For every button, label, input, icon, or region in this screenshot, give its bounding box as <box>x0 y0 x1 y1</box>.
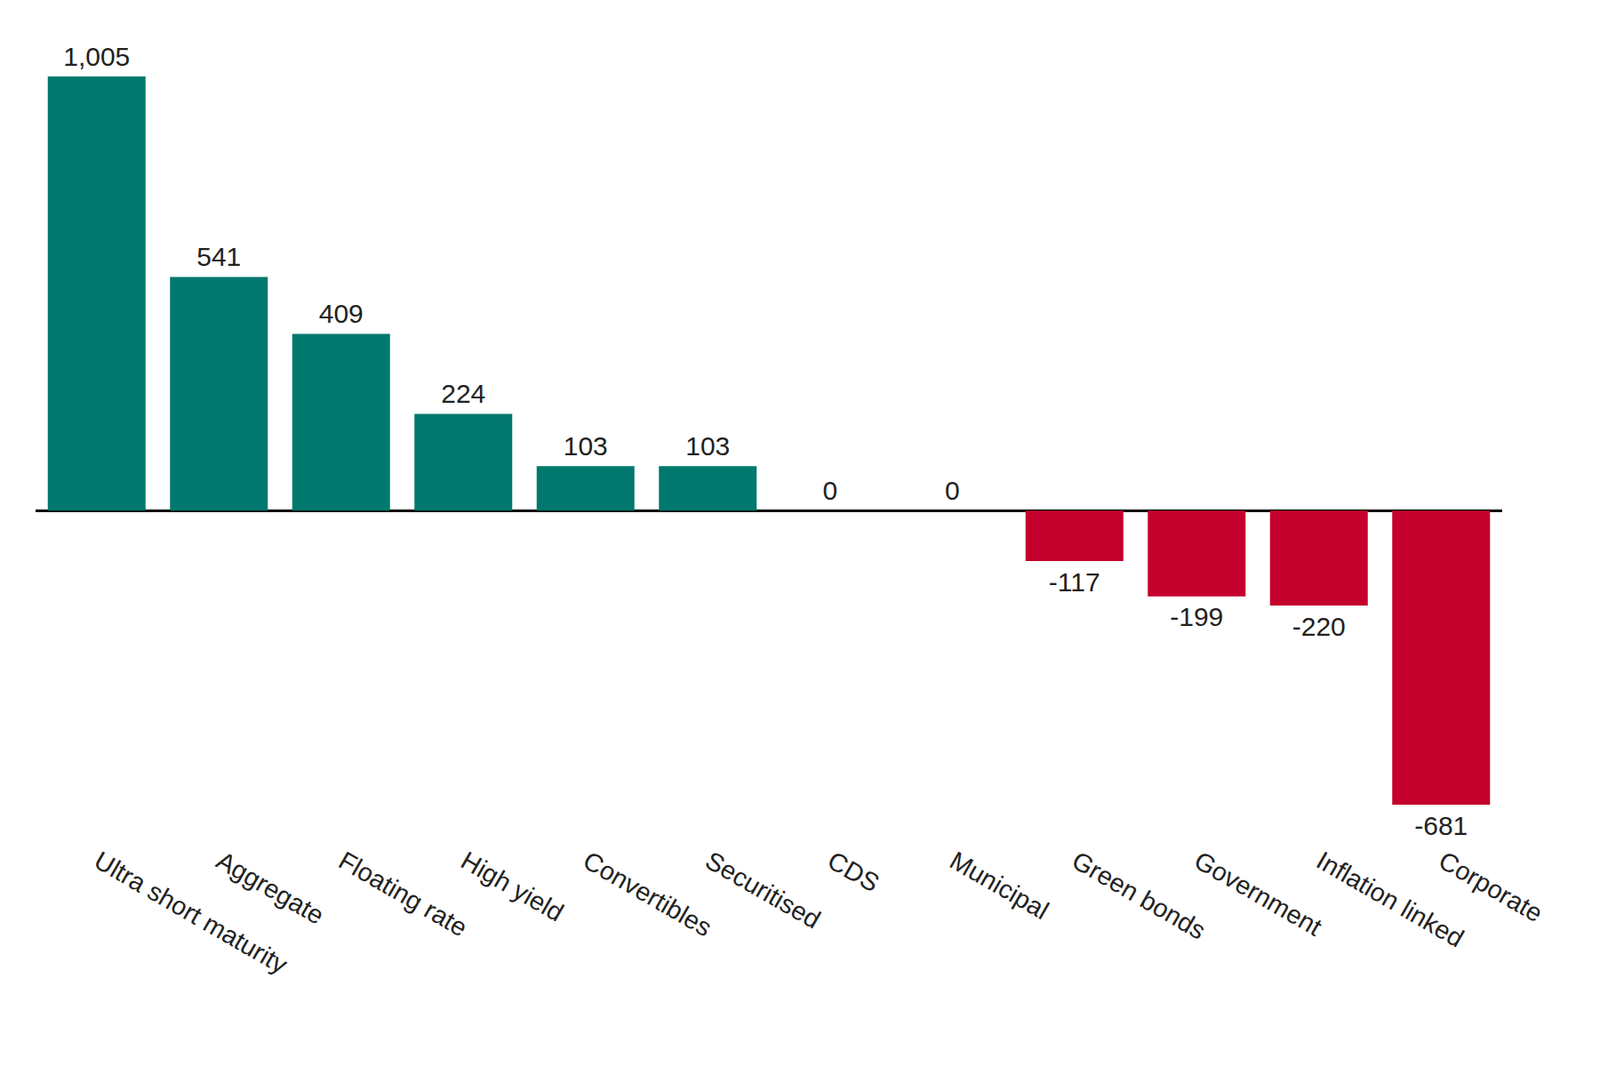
svg-text:224: 224 <box>440 378 486 408</box>
svg-text:CDS: CDS <box>823 845 885 897</box>
svg-text:-199: -199 <box>1169 601 1224 632</box>
svg-text:Ultra short maturity: Ultra short maturity <box>89 845 293 979</box>
svg-text:103: 103 <box>563 431 608 461</box>
svg-text:Corporate: Corporate <box>1433 845 1548 928</box>
svg-text:-220: -220 <box>1292 611 1346 641</box>
svg-text:541: 541 <box>196 241 241 272</box>
svg-text:1,005: 1,005 <box>63 41 130 72</box>
svg-text:Aggregate: Aggregate <box>211 845 329 930</box>
svg-text:0: 0 <box>822 475 838 505</box>
svg-text:Floating rate: Floating rate <box>334 845 473 942</box>
svg-text:High yield: High yield <box>456 845 568 927</box>
svg-text:0: 0 <box>944 475 960 505</box>
svg-text:Municipal: Municipal <box>944 845 1054 925</box>
svg-text:Securitised: Securitised <box>700 845 825 934</box>
svg-text:-681: -681 <box>1414 810 1468 840</box>
svg-text:Green bonds: Green bonds <box>1067 845 1211 945</box>
svg-text:Inflation linked: Inflation linked <box>1311 845 1469 953</box>
svg-text:409: 409 <box>319 298 364 328</box>
svg-text:-117: -117 <box>1048 567 1101 597</box>
svg-text:Convertibles: Convertibles <box>578 845 718 942</box>
svg-text:103: 103 <box>685 431 730 461</box>
svg-text:Government: Government <box>1189 845 1327 941</box>
